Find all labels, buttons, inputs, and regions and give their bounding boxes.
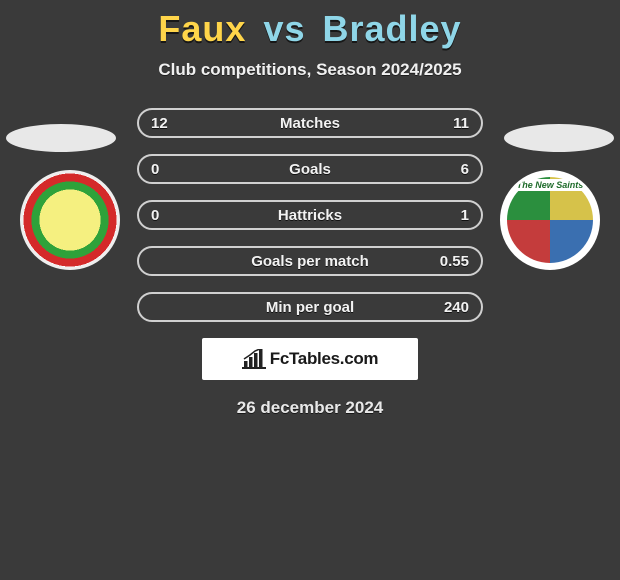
shadow-ellipse-left — [6, 124, 116, 152]
team-badge-left — [20, 170, 120, 270]
comparison-title: Faux vs Bradley — [0, 0, 620, 50]
stat-row: Goals per match 0.55 — [137, 246, 483, 276]
stat-right-value: 11 — [453, 115, 469, 132]
stat-label: Matches — [280, 115, 340, 132]
stat-row: 12 Matches 11 — [137, 108, 483, 138]
shadow-ellipse-right — [504, 124, 614, 152]
bar-chart-icon — [242, 349, 266, 369]
player2-name: Bradley — [323, 8, 462, 49]
stat-left-value: 0 — [151, 207, 159, 224]
stat-right-value: 0.55 — [440, 253, 469, 270]
vs-label: vs — [263, 8, 305, 49]
stat-label: Goals per match — [251, 253, 369, 270]
stat-row: 0 Hattricks 1 — [137, 200, 483, 230]
stat-right-value: 6 — [461, 161, 469, 178]
stat-right-value: 1 — [461, 207, 469, 224]
player1-name: Faux — [158, 8, 246, 49]
branding-text: FcTables.com — [270, 349, 379, 369]
stat-left-value: 12 — [151, 115, 168, 132]
subtitle: Club competitions, Season 2024/2025 — [0, 60, 620, 80]
stat-row: Min per goal 240 — [137, 292, 483, 322]
stat-left-value: 0 — [151, 161, 159, 178]
team-badge-right — [500, 170, 600, 270]
stat-label: Min per goal — [266, 299, 354, 316]
stat-row: 0 Goals 6 — [137, 154, 483, 184]
stats-container: 12 Matches 11 0 Goals 6 0 Hattricks 1 Go… — [137, 108, 483, 322]
branding-box: FcTables.com — [202, 338, 418, 380]
stat-right-value: 240 — [444, 299, 469, 316]
date-label: 26 december 2024 — [0, 398, 620, 418]
stat-label: Goals — [289, 161, 331, 178]
stat-label: Hattricks — [278, 207, 342, 224]
